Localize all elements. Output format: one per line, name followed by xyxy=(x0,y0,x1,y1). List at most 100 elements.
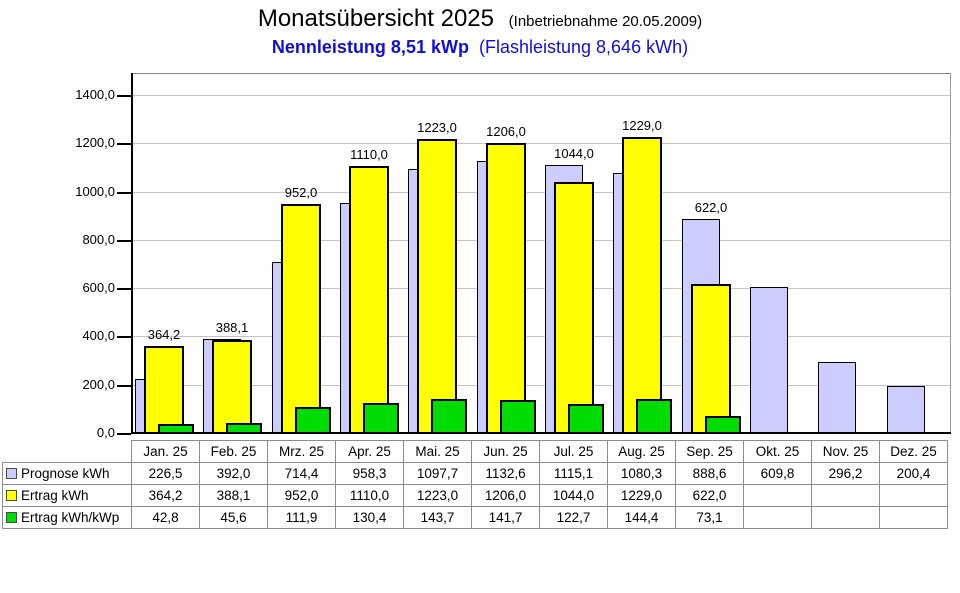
table-corner-cell xyxy=(3,441,132,463)
legend-swatch-icon xyxy=(6,512,17,523)
bar-value-label: 952,0 xyxy=(284,185,318,201)
monthly-bar-chart: 364,2 388,1 952,0 1110,0 1223,0 1206,0 1044,0 1… xyxy=(75,73,951,440)
month-header-cell: Feb. 25 xyxy=(199,440,268,463)
month-header-cell: Jan. 25 xyxy=(131,440,200,463)
value-cell: 226,5 xyxy=(131,462,200,485)
legend-cell: Prognose kWh xyxy=(2,462,132,485)
value-cell xyxy=(879,506,948,529)
y-axis-tick-label: 1400,0 xyxy=(75,87,115,102)
y-axis-tick xyxy=(117,433,131,435)
bar-prognose-kwh-11 xyxy=(818,362,856,434)
value-cell: 958,3 xyxy=(335,462,404,485)
y-axis-tick xyxy=(117,95,131,97)
bar-value-label: 1229,0 xyxy=(622,118,662,134)
plot-frame-top xyxy=(131,73,951,74)
y-axis-tick-label: 1200,0 xyxy=(75,135,115,151)
legend-swatch-icon xyxy=(6,468,17,479)
bar-ertrag-kwh-7 xyxy=(554,182,594,434)
value-cell: 388,1 xyxy=(199,484,268,507)
y-axis-tick-label: 200,0 xyxy=(82,376,115,392)
bar-value-label: 622,0 xyxy=(694,200,728,216)
value-cell: 1080,3 xyxy=(607,462,676,485)
y-axis-tick-label: 800,0 xyxy=(82,231,115,247)
value-cell: 296,2 xyxy=(811,462,880,485)
bar-prognose-kwh-10 xyxy=(750,287,788,434)
legend-cell: Ertrag kWh/kWp xyxy=(2,506,132,529)
y-axis-tick-label: 600,0 xyxy=(82,280,115,296)
bar-ertrag-kwh-6 xyxy=(486,143,526,434)
bar-ertrag-kwh-2 xyxy=(212,340,252,434)
value-cell: 888,6 xyxy=(675,462,744,485)
bar-ertrag-kwh-kwp-3 xyxy=(295,407,331,434)
value-cell: 1206,0 xyxy=(471,484,540,507)
value-cell xyxy=(811,484,880,507)
bar-ertrag-kwh-kwp-7 xyxy=(568,404,604,434)
y-axis-tick xyxy=(117,384,131,387)
bar-ertrag-kwh-8 xyxy=(622,137,662,434)
bar-ertrag-kwh-4 xyxy=(349,166,389,434)
bar-value-label: 1223,0 xyxy=(417,119,457,135)
value-cell xyxy=(811,506,880,529)
month-header-cell: Okt. 25 xyxy=(743,440,812,463)
y-axis-tick xyxy=(117,191,131,194)
value-cell: 73,1 xyxy=(675,506,744,529)
month-header-cell: Jun. 25 xyxy=(471,440,540,463)
table-row: Ertrag kWh/kWp 42,8 45,6 111,9 130,4 143,7 141… xyxy=(2,506,948,529)
value-cell: 130,4 xyxy=(335,506,404,529)
y-axis-line xyxy=(131,73,133,434)
value-cell: 392,0 xyxy=(199,462,268,485)
bar-value-label: 388,1 xyxy=(215,320,249,336)
chart-plot-area: 364,2 388,1 952,0 1110,0 1223,0 1206,0 1044,0 1… xyxy=(131,73,951,434)
gridline xyxy=(131,143,951,145)
value-cell xyxy=(879,484,948,507)
month-header-cell: Mrz. 25 xyxy=(267,440,336,463)
value-cell: 1110,0 xyxy=(335,484,404,507)
value-cell: 364,2 xyxy=(131,484,200,507)
bar-ertrag-kwh-1 xyxy=(144,346,184,434)
x-axis-line xyxy=(131,432,951,434)
value-cell: 609,8 xyxy=(743,462,812,485)
bar-value-label: 1206,0 xyxy=(486,123,526,139)
value-cell: 111,9 xyxy=(267,506,336,529)
bar-ertrag-kwh-kwp-6 xyxy=(500,400,536,434)
value-cell: 1223,0 xyxy=(403,484,472,507)
y-axis-tick-label: 1000,0 xyxy=(75,183,115,199)
y-axis-tick-label: 0,0 xyxy=(96,425,115,440)
bar-ertrag-kwh-kwp-4 xyxy=(363,403,399,434)
value-cell: 42,8 xyxy=(131,506,200,529)
month-header-cell: Mai. 25 xyxy=(403,440,472,463)
subtitle-flash-power: (Flashleistung 8,646 kWh) xyxy=(478,37,689,57)
title-commissioning-note: (Inbetriebnahme 20.05.2009) xyxy=(508,13,703,30)
bar-ertrag-kwh-5 xyxy=(417,139,457,434)
value-cell xyxy=(743,506,812,529)
table-row: Prognose kWh 226,5 392,0 714,4 958,3 1097,7 11… xyxy=(2,462,948,485)
month-header-cell: Sep. 25 xyxy=(675,440,744,463)
gridline xyxy=(131,239,951,241)
bar-ertrag-kwh-kwp-8 xyxy=(636,399,672,434)
subtitle-rated-power: Nennleistung 8,51 kWp xyxy=(271,37,469,57)
value-cell: 1115,1 xyxy=(539,462,608,485)
bar-ertrag-kwh-9 xyxy=(691,284,731,434)
value-cell: 622,0 xyxy=(675,484,744,507)
data-table: Jan. 25 Feb. 25 Mrz. 25 Apr. 25 Mai. 25 Jun. … xyxy=(2,440,948,529)
y-axis-tick xyxy=(117,288,131,291)
report-header: Monatsübersicht 2025 (Inbetriebnahme 20.… xyxy=(0,5,960,59)
y-axis-tick xyxy=(117,336,131,339)
value-cell: 952,0 xyxy=(267,484,336,507)
y-axis-tick-label: 400,0 xyxy=(82,328,115,344)
bar-value-label: 1110,0 xyxy=(350,147,388,162)
table-row: Ertrag kWh 364,2 388,1 952,0 1110,0 1223,0 120… xyxy=(2,484,948,507)
value-cell: 200,4 xyxy=(879,462,948,485)
value-cell: 141,7 xyxy=(471,506,540,529)
plot-frame-right xyxy=(950,73,951,434)
value-cell: 714,4 xyxy=(267,462,336,485)
title-main: Monatsübersicht 2025 xyxy=(257,5,494,32)
page-subtitle: Nennleistung 8,51 kWp (Flashleistung 8,6… xyxy=(0,36,960,59)
page-title: Monatsübersicht 2025 (Inbetriebnahme 20.… xyxy=(0,5,960,36)
value-cell: 1097,7 xyxy=(403,462,472,485)
y-axis-tick xyxy=(117,239,131,242)
value-cell: 45,6 xyxy=(199,506,268,529)
value-cell: 143,7 xyxy=(403,506,472,529)
bar-prognose-kwh-12 xyxy=(887,386,925,434)
month-header-cell: Aug. 25 xyxy=(607,440,676,463)
